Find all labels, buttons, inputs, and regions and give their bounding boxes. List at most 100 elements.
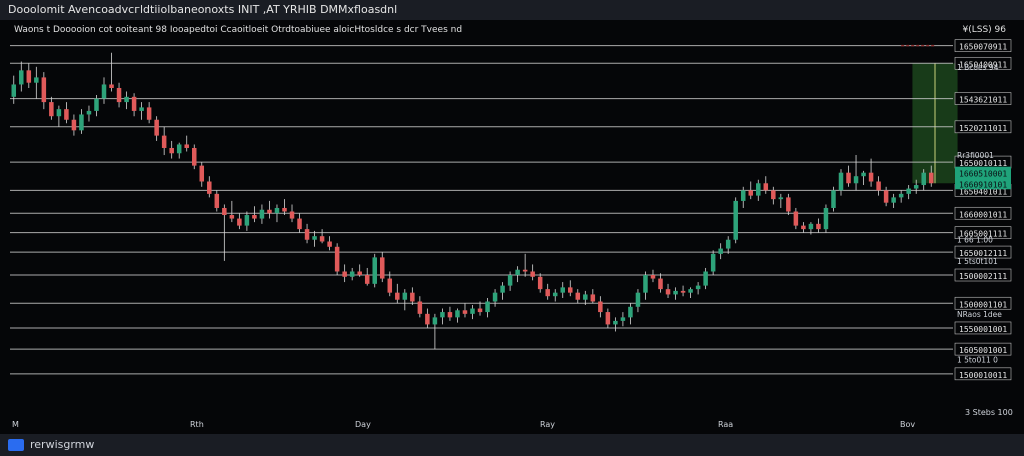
candle-body-up — [898, 193, 904, 198]
candle-body-up — [620, 317, 626, 321]
candle-body-up — [34, 77, 39, 83]
price-level-label: 1650400911 — [959, 60, 1007, 69]
candle-body-down — [267, 209, 272, 214]
price-level-label: 1650010111 — [959, 159, 1007, 168]
current-price-label: 1660910101 — [959, 180, 1007, 189]
candle-body-up — [613, 320, 618, 325]
candle-body-down — [109, 84, 114, 88]
candle-body-up — [94, 98, 99, 111]
price-level-box — [954, 39, 1012, 52]
candle-body-down — [568, 287, 573, 293]
candle-body-down — [816, 223, 821, 230]
price-level-label: 1550001001 — [959, 325, 1007, 334]
price-level-box — [954, 367, 1012, 381]
candle-body-down — [868, 172, 874, 182]
price-level-box — [954, 120, 1012, 134]
candle-body-down — [928, 172, 934, 184]
candle-body-down — [801, 225, 806, 230]
candle-body-up — [455, 310, 460, 318]
price-level-box — [954, 245, 1012, 259]
candle-body-down — [169, 147, 174, 154]
candle-body-down — [650, 275, 656, 279]
candle-body-down — [222, 207, 227, 216]
candle-body-up — [492, 292, 498, 302]
price-level-label: 1650012111 — [959, 249, 1007, 258]
candle-body-up — [56, 109, 62, 117]
candle-body-down — [154, 119, 159, 136]
candle-body-up — [853, 176, 859, 184]
price-level-box — [954, 342, 1012, 356]
candle-body-up — [312, 236, 317, 240]
candle-body-up — [485, 301, 490, 313]
candle-body-down — [71, 119, 77, 131]
candle-body-up — [432, 317, 438, 325]
x-axis-tick-label: Bov — [900, 420, 915, 429]
candle-body-up — [349, 271, 355, 277]
candle-body-up — [740, 190, 746, 201]
candle-body-down — [116, 87, 122, 103]
x-axis-tick-label: Raa — [718, 420, 733, 429]
price-level-label: 1660001011 — [959, 210, 1007, 219]
candle-body-down — [380, 257, 385, 279]
candle-body-down — [793, 211, 799, 226]
candle-body-up — [891, 197, 896, 203]
brand-logo[interactable]: rerwisgrmw — [8, 438, 94, 451]
candle-body-up — [86, 110, 92, 115]
price-level-box — [954, 321, 1012, 335]
candle-body-down — [304, 229, 310, 240]
candle-body-down — [319, 236, 325, 242]
candle-body-up — [913, 185, 919, 189]
current-price-box — [955, 177, 1011, 190]
candle-body-up — [372, 257, 377, 284]
footer-bar: rerwisgrmw — [0, 434, 1024, 456]
candle-body-down — [477, 308, 483, 313]
candle-body-down — [229, 215, 235, 219]
candle-body-up — [733, 200, 738, 240]
candle-body-down — [237, 218, 242, 226]
price-level-box — [954, 226, 1012, 239]
price-level-label: 1520211011 — [959, 124, 1007, 133]
candle-body-up — [515, 269, 520, 276]
candle-body-up — [507, 275, 513, 286]
title-bar: Dooolomit Avencoadvcгldtiiolbaneonoxts I… — [0, 0, 1024, 20]
candle-body-down — [605, 312, 611, 325]
side-note-label: 1 Bcoes 94 — [957, 63, 999, 72]
x-axis-tick-label: Rth — [190, 420, 204, 429]
candle-body-up — [823, 207, 829, 230]
candle-body-up — [124, 96, 129, 103]
side-note-label: NRaos 1dee — [957, 310, 1002, 319]
chart-plot-area[interactable] — [0, 20, 1024, 434]
candle-body-up — [906, 188, 911, 194]
candle-body-down — [297, 218, 302, 230]
candle-body-down — [590, 294, 596, 302]
candle-body-down — [199, 165, 205, 182]
price-level-box — [954, 296, 1012, 310]
candle-body-down — [876, 181, 881, 191]
candle-body-up — [635, 292, 641, 307]
candle-body-up — [500, 285, 505, 293]
price-axis-header: ¥(LSS) 96 — [962, 25, 1006, 35]
candle-body-down — [387, 278, 393, 293]
candle-body-up — [831, 190, 836, 208]
candle-body-up — [139, 107, 144, 111]
window-title: Dooolomit Avencoadvcгldtiiolbaneonoxts I… — [8, 3, 398, 16]
candle-body-down — [462, 310, 468, 314]
candle-body-up — [79, 114, 84, 131]
price-level-label: 1500010011 — [959, 371, 1007, 380]
price-level-label: 1500002111 — [959, 272, 1007, 281]
candle-body-up — [703, 271, 708, 286]
price-level-label: 1605001111 — [959, 230, 1007, 239]
candle-body-down — [771, 190, 776, 200]
candle-body-down — [425, 313, 430, 325]
candle-body-down — [289, 211, 295, 219]
side-note-label: 1 5to011 0 — [957, 356, 998, 365]
candle-body-down — [665, 289, 671, 295]
candle-body-down — [214, 193, 220, 208]
candle-body-up — [628, 306, 633, 318]
candlestick-chart[interactable]: 1650070911 1650400911 1543621011 1520211011… — [0, 20, 1024, 434]
candle-body-up — [259, 209, 265, 219]
candle-body-down — [575, 292, 581, 300]
candle-body-up — [688, 289, 693, 293]
candle-body-up — [673, 290, 678, 295]
candle-body-up — [725, 239, 731, 249]
